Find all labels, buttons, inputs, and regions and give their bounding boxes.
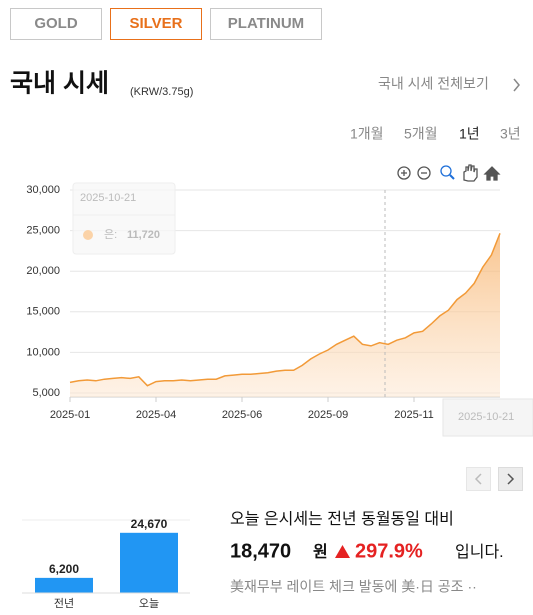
zoom-in[interactable] [397, 166, 411, 180]
bar-value-label: 24,670 [131, 517, 168, 531]
tab[interactable] [10, 8, 102, 40]
pan[interactable] [463, 164, 478, 182]
next-icon [507, 473, 515, 485]
bar-value-label: 6,200 [49, 562, 79, 576]
summary-unit: 원 [313, 543, 328, 561]
y-tick-label: 30,000 [26, 184, 60, 196]
summary-diff: 18,470 [230, 540, 291, 562]
x-tick-label: 2025-04 [136, 409, 176, 421]
tooltip-dot [83, 230, 93, 240]
line [69, 233, 501, 387]
tab-label[interactable]: SILVER [129, 15, 182, 32]
bar [35, 577, 93, 593]
period[interactable]: 3년 [500, 126, 521, 142]
x-tick-label: 2025-01 [50, 409, 90, 421]
x-tick-label: 2025-06 [222, 409, 262, 421]
tab[interactable] [210, 8, 322, 40]
view-all-link[interactable]: 국내 시세 전체보기 [378, 76, 489, 92]
prev-button[interactable] [466, 467, 491, 491]
y-tick-label: 5,000 [32, 387, 60, 399]
prev-icon [474, 473, 482, 485]
summary-lead: 오늘 은시세는 전년 동월동일 대비 [230, 510, 454, 528]
tooltip-label: 은: [104, 228, 117, 241]
x-tick-label: 2025-11 [394, 409, 434, 421]
y-tick-label: 10,000 [26, 346, 60, 358]
crosshair-box [442, 398, 533, 437]
bar-category-label: 오늘 [139, 597, 159, 610]
summary-tail: 입니다. [455, 543, 504, 561]
up-arrow [335, 545, 350, 558]
zoom-out[interactable] [417, 166, 431, 180]
zoom-select[interactable] [440, 165, 452, 177]
area [70, 233, 500, 397]
next-button[interactable] [498, 467, 523, 491]
chevron [513, 78, 520, 92]
line-chart: 5,000 10,000 15,000 20,000 25,000 30,000 2025-… [26, 184, 501, 421]
unit: (KRW/3.75g) [130, 86, 193, 98]
reset[interactable] [483, 166, 501, 181]
news-ticker[interactable]: 美재무부 레이트 체크 발동에 美·日 공조 ·· [230, 579, 477, 595]
period-active[interactable]: 1년 [459, 126, 480, 142]
tooltip-date: 2025-10-21 [80, 192, 136, 204]
bar-chart: 6,200 전년 24,670 오늘 [22, 517, 190, 610]
period[interactable]: 5개월 [404, 126, 438, 142]
crosshair-label: 2025-10-21 [458, 411, 514, 423]
bar-category-label: 전년 [54, 597, 74, 610]
tab-label[interactable]: GOLD [34, 15, 77, 32]
tab-label[interactable]: PLATINUM [228, 15, 304, 32]
tab-active[interactable] [110, 8, 202, 40]
y-tick-label: 15,000 [26, 306, 60, 318]
tooltip [72, 182, 176, 255]
tooltip-value: 11,720 [127, 229, 160, 241]
x-tick-label: 2025-09 [308, 409, 348, 421]
y-tick-label: 25,000 [26, 225, 60, 237]
period[interactable]: 1개월 [350, 126, 384, 142]
title: 국내 시세 [10, 70, 109, 98]
y-tick-label: 20,000 [26, 265, 60, 277]
bar [120, 532, 178, 593]
chart-toolbar [397, 164, 501, 182]
summary-rate: 297.9% [355, 540, 423, 562]
